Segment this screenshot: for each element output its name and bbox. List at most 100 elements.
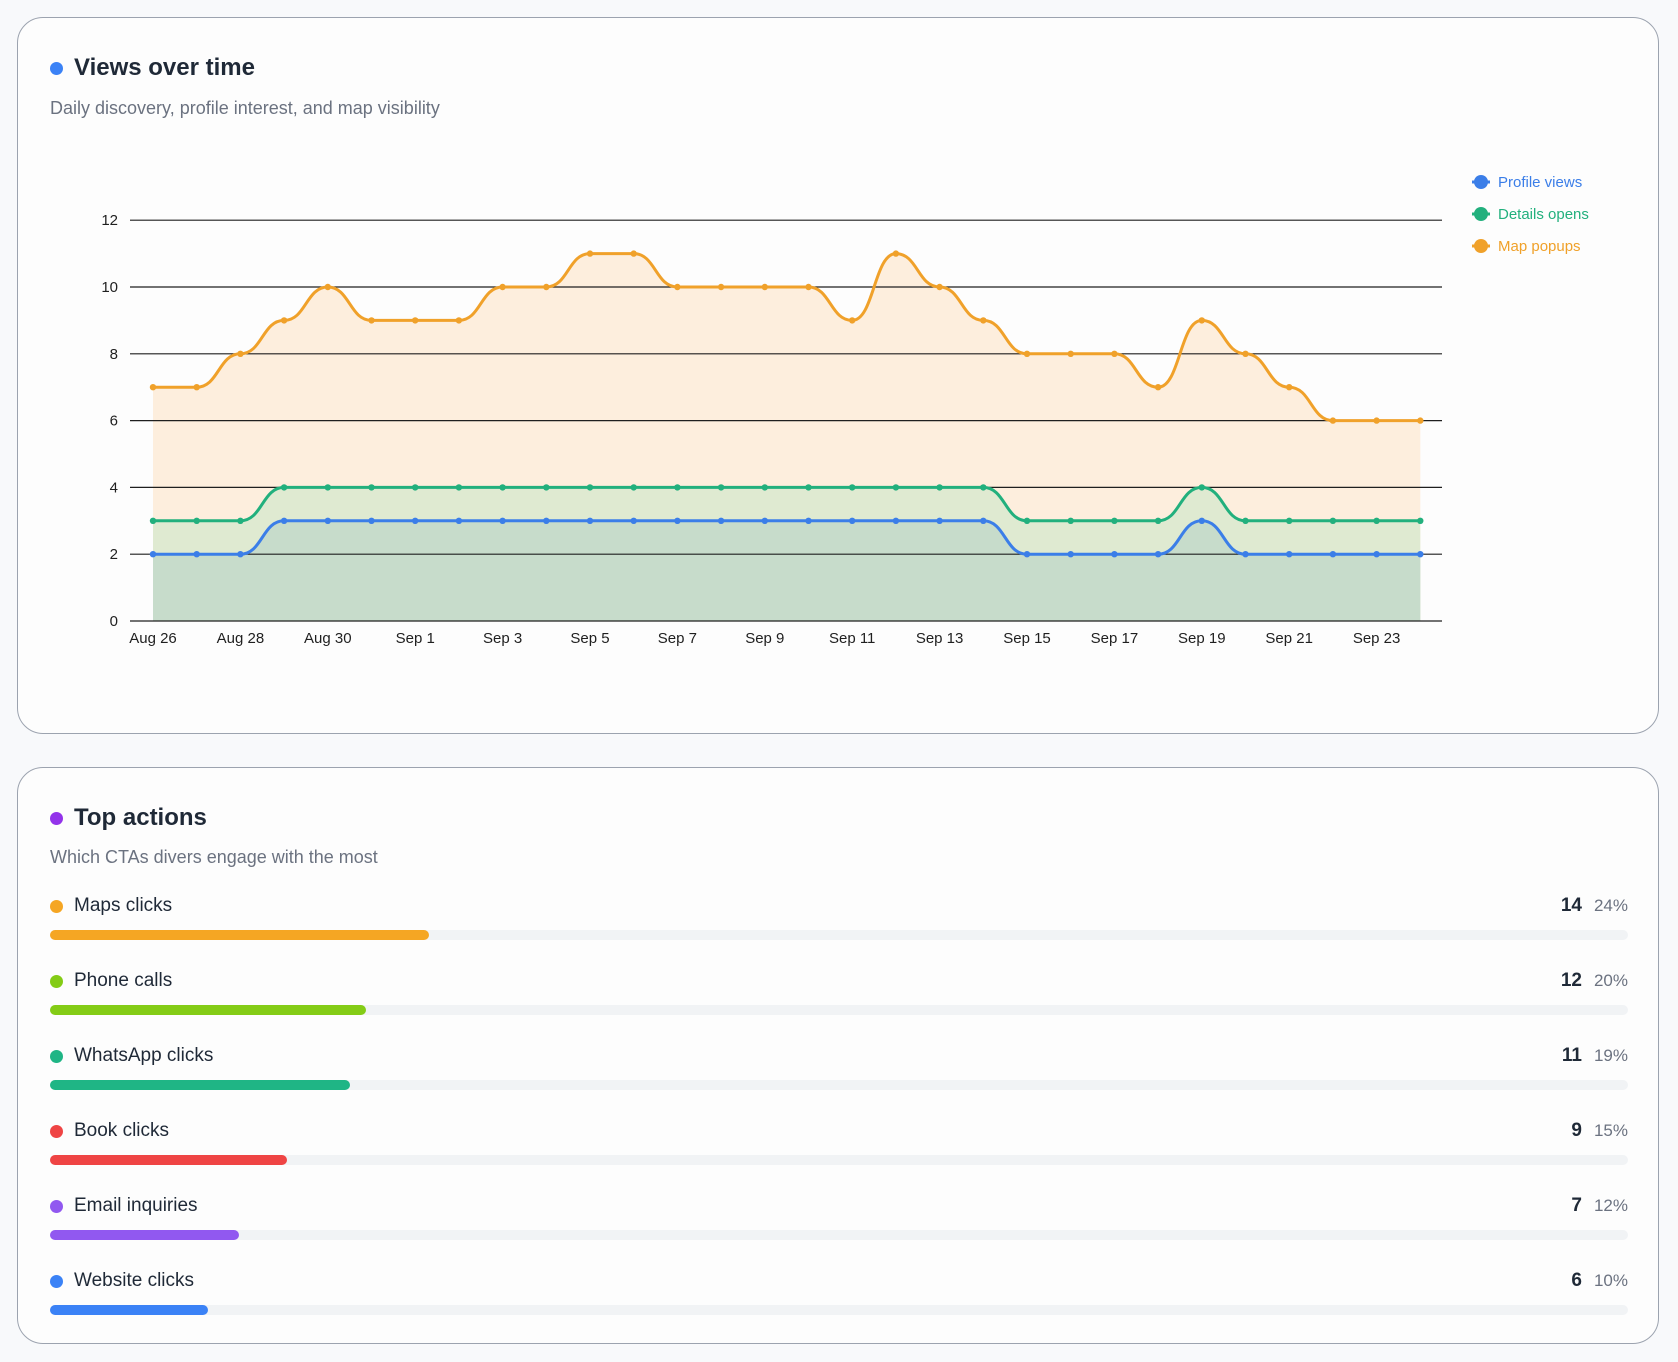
series-line-profile-views <box>153 519 1421 556</box>
action-percent: 20% <box>1593 971 1628 990</box>
y-tick-label: 4 <box>110 479 118 496</box>
y-tick-label: 0 <box>110 613 118 630</box>
data-point <box>805 283 812 291</box>
x-tick-label: Sep 11 <box>829 630 875 647</box>
action-row: WhatsApp clicks 11 19% <box>50 1042 1628 1102</box>
action-progress-track <box>50 1305 1628 1315</box>
views-card-header: Views over time <box>50 54 255 82</box>
data-point <box>1154 551 1162 558</box>
data-point <box>674 283 681 291</box>
data-point <box>761 517 768 524</box>
data-point <box>980 517 987 524</box>
action-label: Website clicks <box>74 1270 195 1291</box>
data-point <box>543 484 550 491</box>
action-row-header: WhatsApp clicks 11 19% <box>50 1042 1628 1070</box>
data-point <box>280 484 288 491</box>
data-point <box>324 283 331 291</box>
legend-label: Details opens <box>1498 206 1589 223</box>
data-point <box>630 484 637 491</box>
x-tick-label: Sep 1 <box>396 630 435 647</box>
action-count: 12 <box>1560 970 1582 991</box>
data-point <box>936 484 943 491</box>
action-row: Website clicks 6 10% <box>50 1267 1628 1327</box>
action-progress-track <box>50 1155 1628 1165</box>
data-point <box>1154 517 1162 524</box>
data-point <box>499 484 506 491</box>
data-point <box>1242 551 1249 558</box>
action-dot-icon <box>50 1199 63 1213</box>
data-point <box>237 350 244 357</box>
action-progress-fill <box>50 1305 208 1315</box>
data-point <box>586 517 594 524</box>
x-tick-label: Sep 21 <box>1265 630 1313 647</box>
data-point <box>543 283 550 291</box>
data-point <box>1198 484 1206 491</box>
data-point <box>1111 350 1118 357</box>
data-point <box>412 484 419 491</box>
data-point <box>630 517 637 524</box>
action-label: Phone calls <box>74 970 173 991</box>
data-point <box>761 283 768 291</box>
data-point <box>368 317 375 324</box>
action-progress-fill <box>50 1080 350 1090</box>
data-point <box>1111 551 1118 558</box>
data-point <box>849 484 856 491</box>
data-point <box>630 250 637 257</box>
actions-card-subtitle: Which CTAs divers engage with the most <box>50 847 378 867</box>
data-point <box>368 517 375 524</box>
data-point <box>1417 517 1424 524</box>
action-count: 11 <box>1561 1045 1582 1066</box>
data-point <box>1329 517 1337 524</box>
action-progress-fill <box>50 1230 240 1240</box>
views-title-dot-icon <box>50 61 63 75</box>
data-point <box>237 517 244 524</box>
series-line-details-opens <box>153 485 1421 523</box>
top-actions-card: Top actions Which CTAs divers engage wit… <box>17 767 1659 1344</box>
data-point <box>1023 350 1031 357</box>
data-point <box>936 517 943 524</box>
data-point <box>412 517 419 524</box>
data-point <box>717 484 725 491</box>
x-tick-label: Sep 9 <box>745 630 784 647</box>
data-point <box>1373 517 1380 524</box>
x-tick-label: Sep 17 <box>1091 630 1139 647</box>
data-point <box>193 551 200 558</box>
data-point <box>1023 551 1031 558</box>
area-2 <box>153 520 1421 621</box>
y-tick-label: 2 <box>110 546 118 563</box>
action-percent: 19% <box>1593 1046 1628 1065</box>
action-row: Phone calls 12 20% <box>50 967 1628 1027</box>
x-tick-label: Aug 30 <box>304 630 352 647</box>
data-point <box>892 250 900 257</box>
y-tick-label: 10 <box>101 279 118 296</box>
action-count: 9 <box>1571 1120 1582 1141</box>
data-point <box>980 317 987 324</box>
data-point <box>892 484 900 491</box>
action-row-header: Phone calls 12 20% <box>50 967 1628 995</box>
data-point <box>1286 384 1293 391</box>
data-point <box>455 484 463 491</box>
x-tick-label: Sep 7 <box>658 630 697 647</box>
action-row: Book clicks 9 15% <box>50 1117 1628 1177</box>
action-dot-icon <box>50 899 63 913</box>
actions-card-title: Top actions <box>74 804 207 831</box>
action-dot-icon <box>50 1049 63 1063</box>
data-point <box>805 484 812 491</box>
action-row-header: Book clicks 9 15% <box>50 1117 1628 1145</box>
data-point <box>1198 517 1206 524</box>
action-row-header: Website clicks 6 10% <box>50 1267 1628 1295</box>
y-tick-label: 12 <box>101 212 118 229</box>
action-percent: 15% <box>1593 1121 1628 1140</box>
data-point <box>368 484 375 491</box>
data-point <box>1067 517 1074 524</box>
legend-label: Map popups <box>1498 238 1581 255</box>
x-tick-label: Sep 5 <box>570 630 609 647</box>
action-count: 14 <box>1560 895 1582 916</box>
action-percent: 10% <box>1593 1271 1628 1290</box>
views-over-time-card: Views over time Daily discovery, profile… <box>17 17 1659 734</box>
action-row: Maps clicks 14 24% <box>50 892 1628 952</box>
action-row: Email inquiries 7 12% <box>50 1192 1628 1252</box>
data-point <box>149 517 157 524</box>
data-point <box>149 551 157 558</box>
views-card-title: Views over time <box>74 54 255 81</box>
